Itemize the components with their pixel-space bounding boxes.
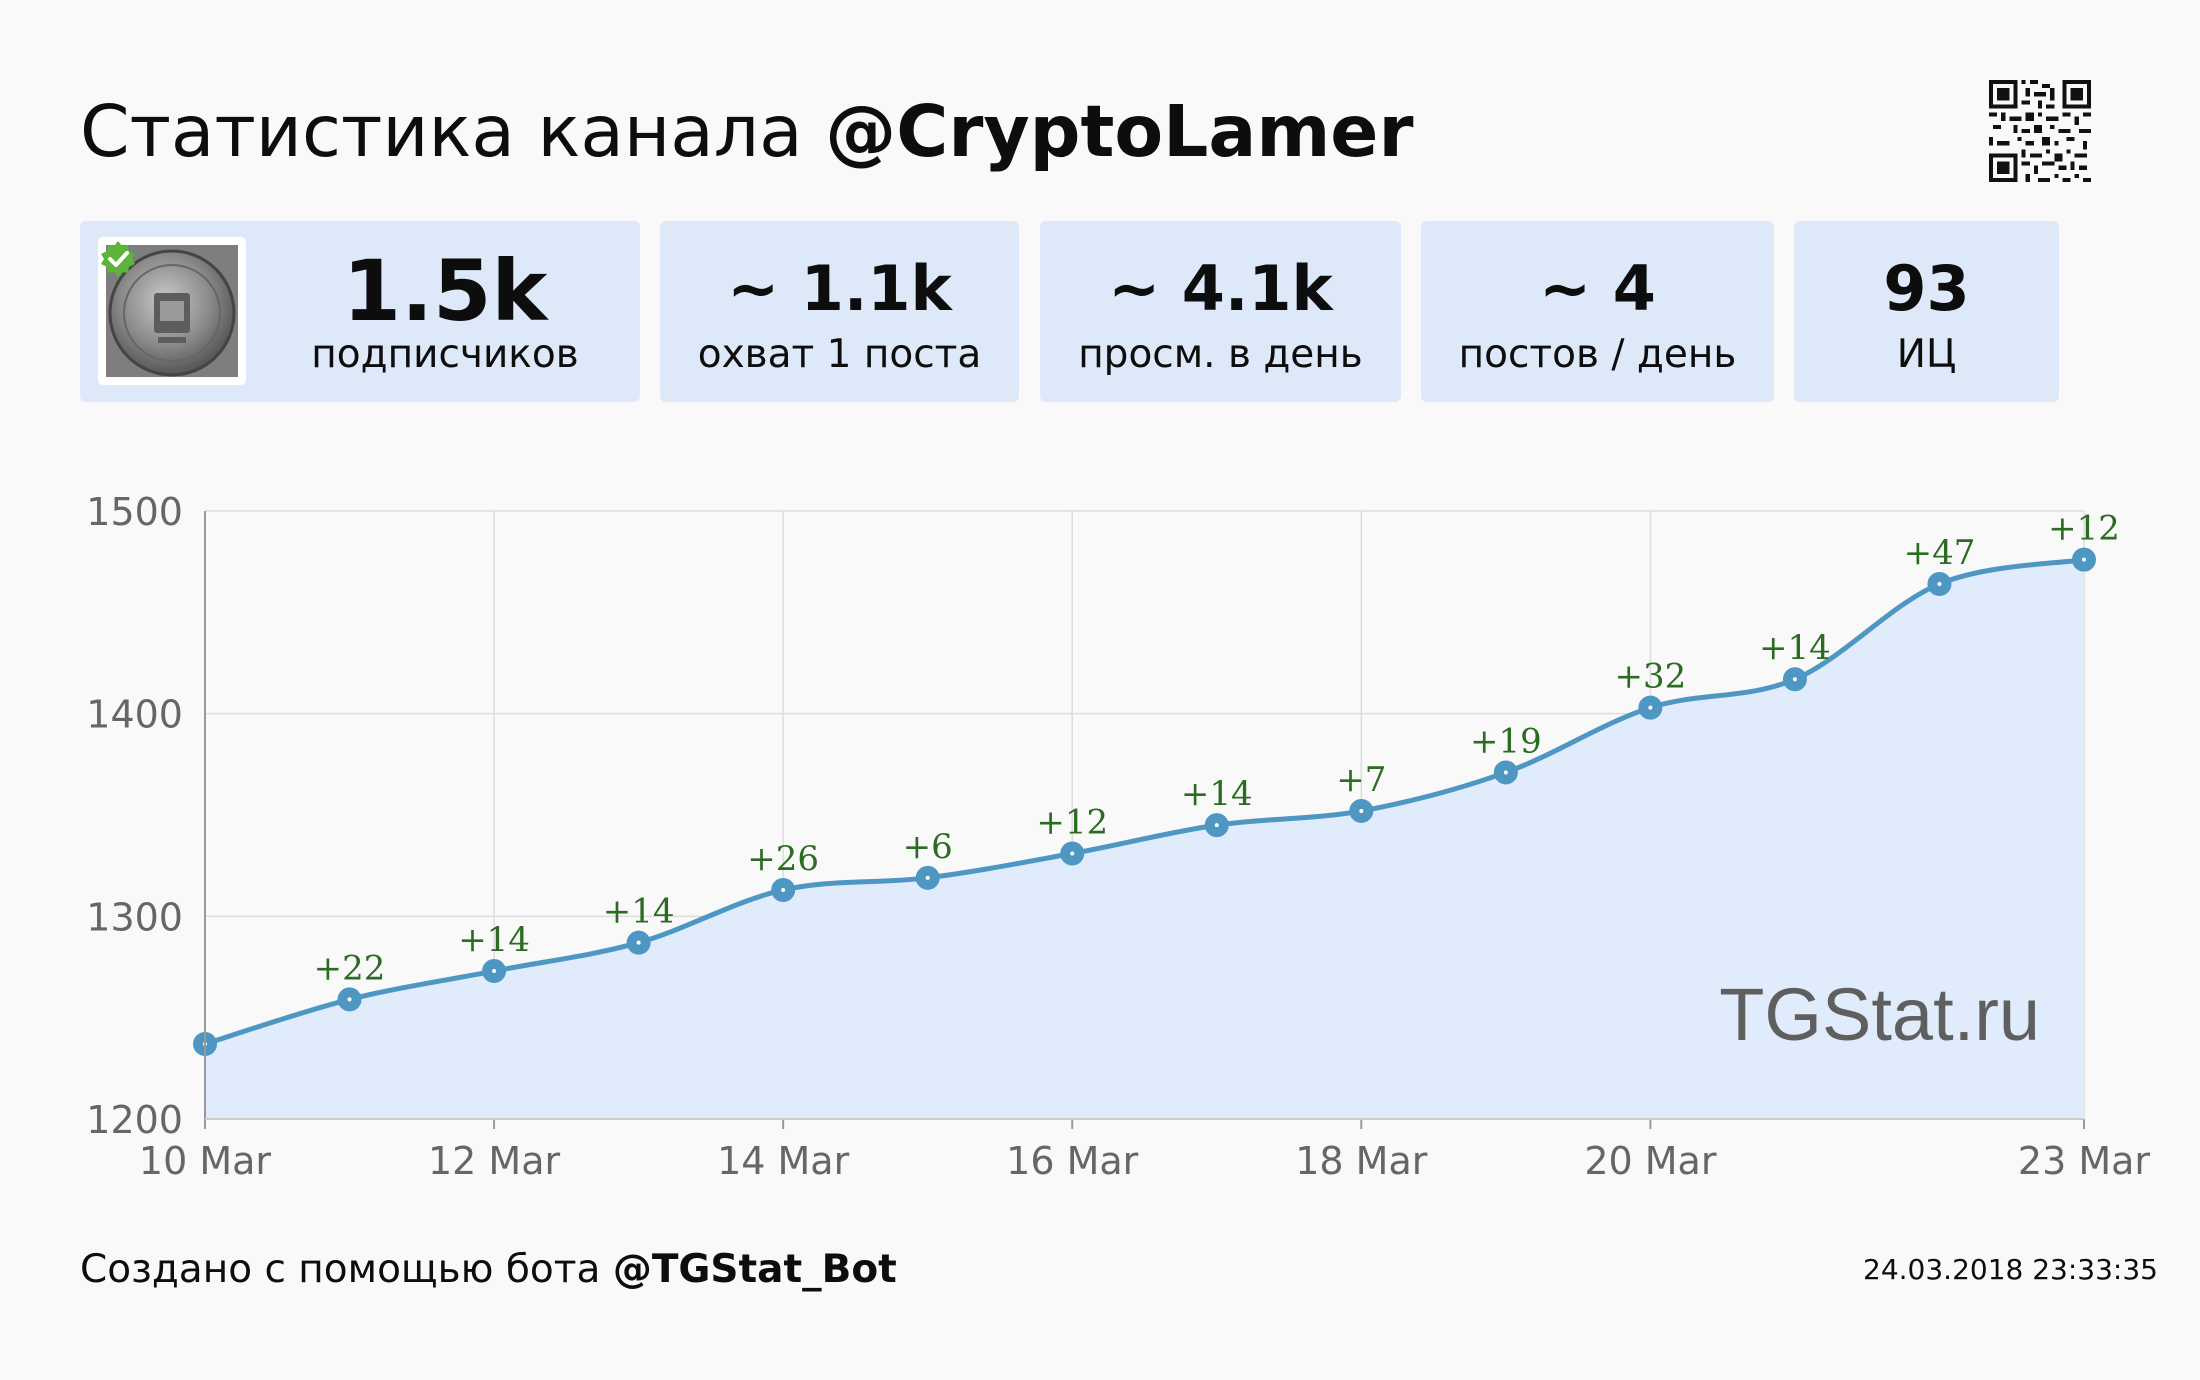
data-label: +12: [1036, 803, 1108, 843]
data-label: +22: [314, 948, 386, 988]
data-point-center: [347, 997, 352, 1002]
subscribers-label: подписчиков: [311, 332, 579, 377]
posts-per-day-card: ~ 4 постов / день: [1421, 221, 1774, 402]
chart-watermark: TGStat.ru: [1719, 973, 2040, 1056]
data-label: +26: [747, 839, 819, 879]
citation-index-label: ИЦ: [1896, 332, 1957, 377]
page-title: Статистика канала @CryptoLamer: [80, 82, 1413, 182]
x-tick-label: 16 Mar: [1006, 1139, 1139, 1183]
data-point-center: [2082, 557, 2086, 562]
posts-per-day-label: постов / день: [1458, 332, 1737, 377]
data-point-center: [1359, 808, 1364, 813]
data-point-center: [781, 887, 786, 892]
x-tick-label: 14 Mar: [717, 1139, 850, 1183]
data-label: +14: [603, 892, 675, 932]
reach-value: ~ 1.1k: [727, 252, 952, 325]
daily-views-value: ~ 4.1k: [1108, 252, 1333, 325]
data-label: +32: [1615, 657, 1687, 697]
daily-views-card: ~ 4.1k просм. в день: [1040, 221, 1401, 402]
x-tick-label: 18 Mar: [1295, 1139, 1428, 1183]
data-point-center: [636, 940, 641, 945]
data-point-center: [925, 875, 930, 880]
data-point-center: [1648, 705, 1653, 710]
qr-code-icon: [1989, 80, 2091, 182]
y-tick-label: 1500: [86, 490, 183, 534]
subscribers-value: 1.5k: [342, 242, 548, 340]
channel-handle: @CryptoLamer: [825, 90, 1414, 173]
footer-credit: Создано с помощью бота @TGStat_Bot: [80, 1242, 897, 1298]
posts-per-day-value: ~ 4: [1539, 252, 1656, 325]
data-label: +6: [903, 827, 953, 867]
verified-check-icon: [101, 241, 135, 277]
data-point-center: [1214, 823, 1219, 828]
daily-views-label: просм. в день: [1078, 332, 1363, 377]
y-tick-label: 1300: [86, 895, 183, 939]
citation-index-card: 93 ИЦ: [1794, 221, 2059, 402]
x-tick-label: 23 Mar: [2018, 1139, 2151, 1183]
x-tick-label: 12 Mar: [428, 1139, 561, 1183]
data-point-center: [1937, 581, 1942, 586]
subscribers-card: 1.5k подписчиков: [80, 221, 640, 402]
x-tick-label: 10 Mar: [139, 1139, 272, 1183]
data-label: +7: [1336, 760, 1386, 800]
data-point-center: [492, 969, 497, 974]
citation-index-value: 93: [1883, 252, 1970, 325]
x-tick-label: 20 Mar: [1584, 1139, 1717, 1183]
data-point-center: [1792, 677, 1797, 682]
footer-prefix: Создано с помощью бота: [80, 1247, 601, 1292]
data-label: +19: [1470, 721, 1542, 761]
y-tick-label: 1400: [86, 693, 183, 737]
data-label: +14: [1181, 774, 1253, 814]
avatar: [98, 237, 246, 385]
data-label: +12: [2048, 509, 2120, 549]
data-point-center: [1070, 851, 1075, 856]
data-point-center: [1503, 770, 1508, 775]
y-tick-label: 1200: [86, 1098, 183, 1142]
reach-card: ~ 1.1k охват 1 поста: [660, 221, 1019, 402]
reach-label: охват 1 поста: [697, 332, 982, 377]
data-label: +47: [1904, 533, 1976, 573]
subscribers-chart: TGStat.ru +22 +14 +14 +26 +6 +12 +14 +7 +19 +32 +1…: [86, 490, 2151, 1183]
bot-handle: @TGStat_Bot: [612, 1247, 897, 1292]
data-label: +14: [1759, 628, 1831, 668]
data-label: +14: [458, 920, 530, 960]
timestamp: 24.03.2018 23:33:35: [1863, 1253, 2158, 1286]
title-prefix: Статистика канала: [80, 90, 803, 173]
